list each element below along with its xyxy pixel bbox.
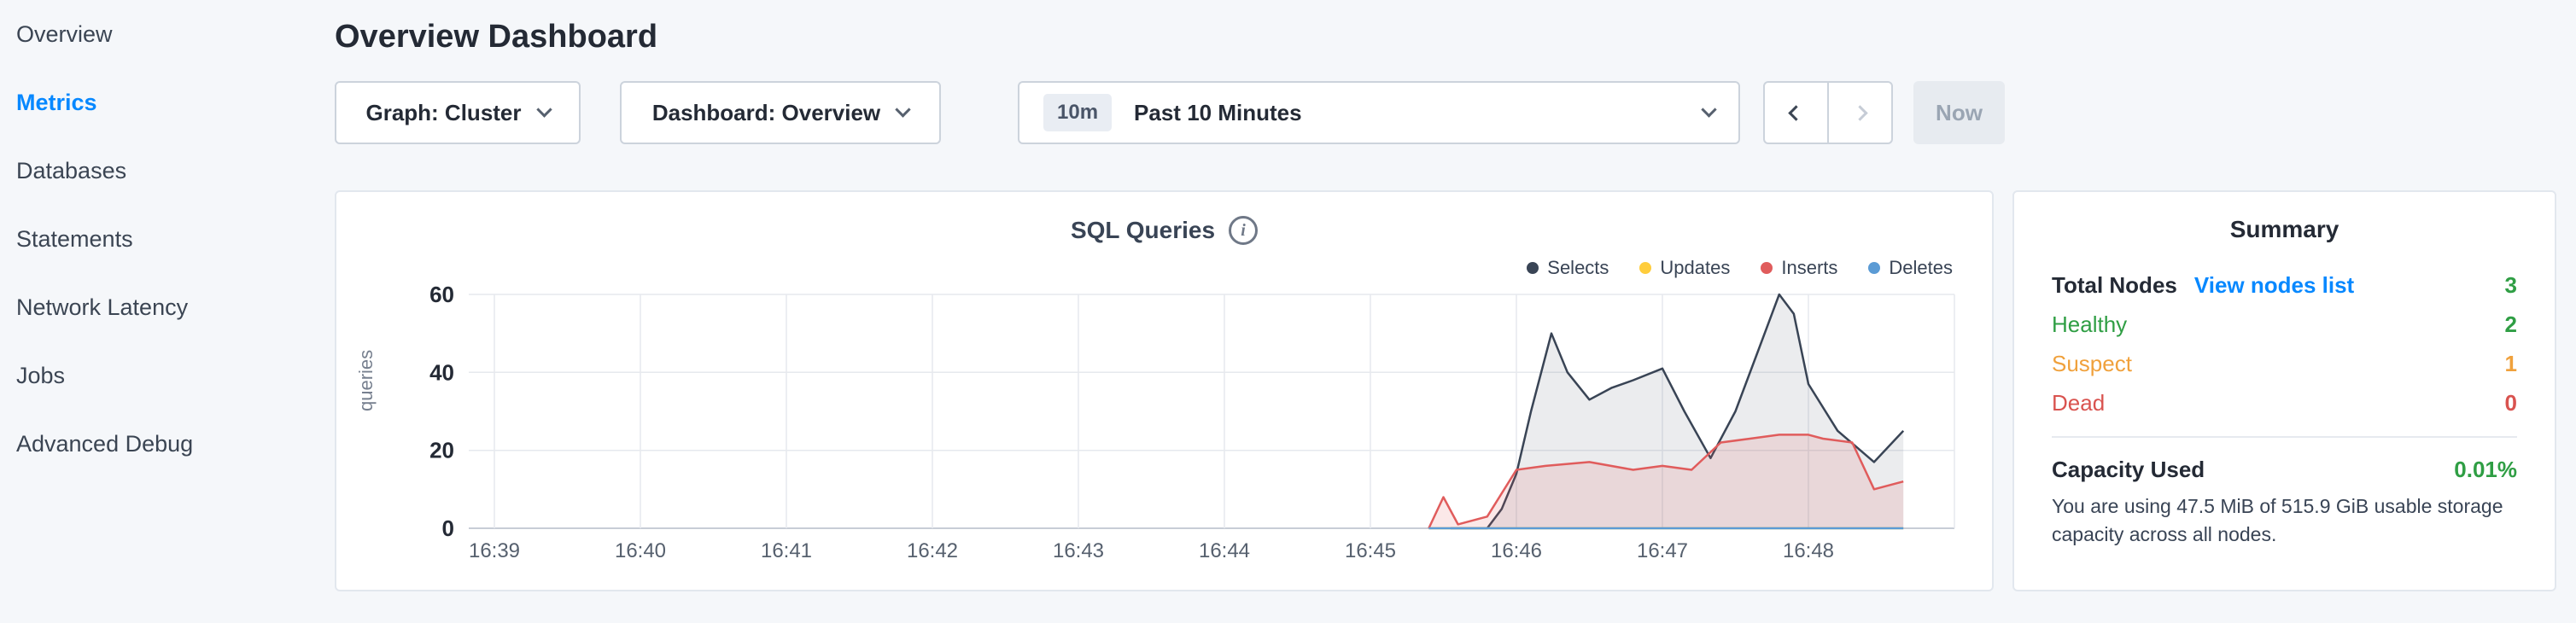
svg-text:16:43: 16:43	[1053, 539, 1104, 562]
sidebar-item-network-latency[interactable]: Network Latency	[16, 294, 189, 320]
sidebar-item-jobs[interactable]: Jobs	[16, 363, 66, 388]
legend-label: Inserts	[1781, 257, 1838, 278]
total-nodes-row: Total Nodes View nodes list 3	[2052, 265, 2517, 305]
sidebar-item-advanced-debug[interactable]: Advanced Debug	[16, 431, 194, 457]
legend-label: Deletes	[1889, 257, 1953, 278]
chevron-down-icon	[1701, 101, 1717, 118]
content-panels: SQL Queries i Selects Updates Inserts Delet…	[335, 190, 2556, 591]
chevron-left-icon	[1788, 104, 1804, 121]
summary-panel: Summary Total Nodes View nodes list 3 He…	[2012, 190, 2556, 591]
legend-label: Updates	[1660, 257, 1731, 278]
time-range-dropdown[interactable]: 10m Past 10 Minutes	[1018, 81, 1740, 144]
graph-scope-label: Graph: Cluster	[365, 99, 522, 125]
total-nodes-label: Total Nodes	[2052, 271, 2177, 298]
main-content: Overview Dashboard Graph: Cluster Dashbo…	[318, 0, 2576, 623]
toolbar: Graph: Cluster Dashboard: Overview 10m P…	[335, 81, 2556, 144]
page-title: Overview Dashboard	[335, 19, 658, 55]
summary-row-label: Dead	[2052, 389, 2106, 416]
summary-row-healthy: Healthy 2	[2052, 305, 2517, 344]
sql-queries-panel: SQL Queries i Selects Updates Inserts Delet…	[335, 190, 1994, 591]
summary-row-suspect: Suspect 1	[2052, 344, 2517, 383]
chart-title-row: SQL Queries i	[336, 216, 1992, 245]
summary-row-value: 0	[2504, 389, 2517, 416]
legend-label: Selects	[1547, 257, 1609, 278]
sidebar-nav: Overview Metrics Databases Statements Networ…	[0, 0, 318, 623]
chart-legend: Selects Updates Inserts Deletes	[336, 257, 1953, 279]
legend-item-deletes[interactable]: Deletes	[1868, 257, 1953, 279]
capacity-value: 0.01%	[2454, 456, 2517, 482]
svg-text:queries: queries	[355, 350, 377, 411]
svg-text:60: 60	[429, 282, 454, 307]
capacity-row: Capacity Used 0.01%	[2052, 450, 2517, 489]
info-icon[interactable]: i	[1229, 216, 1259, 245]
time-next-button[interactable]	[1827, 81, 1893, 144]
now-button[interactable]: Now	[1913, 81, 2005, 144]
sidebar-item-metrics[interactable]: Metrics	[16, 90, 97, 115]
summary-row-value: 1	[2504, 350, 2517, 376]
dashboard-dropdown[interactable]: Dashboard: Overview	[620, 81, 941, 144]
dashboard-label: Dashboard: Overview	[651, 99, 881, 125]
chart-title: SQL Queries	[1070, 217, 1216, 243]
time-nav-group	[1763, 81, 1893, 144]
svg-text:16:40: 16:40	[615, 539, 666, 562]
legend-item-selects[interactable]: Selects	[1527, 257, 1609, 279]
summary-title: Summary	[2229, 216, 2339, 242]
svg-text:40: 40	[429, 359, 454, 385]
time-range-label: Past 10 Minutes	[1134, 99, 1302, 125]
updates-legend-dot-icon	[1639, 262, 1652, 274]
summary-row-dead: Dead 0	[2052, 383, 2517, 422]
legend-item-updates[interactable]: Updates	[1639, 257, 1730, 279]
svg-text:16:48: 16:48	[1783, 539, 1834, 562]
sidebar-item-overview[interactable]: Overview	[16, 21, 113, 47]
chevron-down-icon	[895, 101, 911, 118]
graph-scope-dropdown[interactable]: Graph: Cluster	[335, 81, 581, 144]
total-nodes-value: 3	[2504, 271, 2517, 298]
deletes-legend-dot-icon	[1868, 262, 1881, 274]
capacity-label: Capacity Used	[2052, 456, 2205, 482]
selects-legend-dot-icon	[1527, 262, 1539, 274]
capacity-section: Capacity Used 0.01% You are using 47.5 M…	[2052, 436, 2517, 550]
svg-text:16:45: 16:45	[1345, 539, 1396, 562]
summary-row-value: 2	[2504, 311, 2517, 337]
svg-text:20: 20	[429, 438, 454, 463]
time-prev-button[interactable]	[1763, 81, 1829, 144]
svg-text:16:42: 16:42	[907, 539, 958, 562]
time-range-badge: 10m	[1043, 94, 1113, 131]
chevron-down-icon	[535, 101, 552, 118]
sidebar-item-statements[interactable]: Statements	[16, 226, 133, 252]
svg-text:16:41: 16:41	[761, 539, 812, 562]
view-nodes-link[interactable]: View nodes list	[2193, 271, 2355, 298]
inserts-legend-dot-icon	[1761, 262, 1773, 274]
svg-text:16:44: 16:44	[1199, 539, 1250, 562]
svg-text:16:46: 16:46	[1491, 539, 1542, 562]
svg-text:0: 0	[442, 515, 454, 541]
chevron-right-icon	[1852, 104, 1868, 121]
summary-row-label: Healthy	[2052, 311, 2128, 337]
sidebar-item-databases[interactable]: Databases	[16, 158, 127, 183]
svg-text:16:47: 16:47	[1637, 539, 1688, 562]
svg-text:16:39: 16:39	[469, 539, 520, 562]
summary-row-label: Suspect	[2052, 350, 2132, 376]
summary-health-rows: Healthy 2 Suspect 1 Dead 0	[2052, 305, 2517, 422]
sql-queries-chart: 0 20 40 60 16:39 16:40 16:41 16:42 16:43 16:44 16:…	[355, 282, 1955, 562]
legend-item-inserts[interactable]: Inserts	[1761, 257, 1837, 279]
capacity-note: You are using 47.5 MiB of 515.9 GiB usab…	[2052, 495, 2503, 546]
